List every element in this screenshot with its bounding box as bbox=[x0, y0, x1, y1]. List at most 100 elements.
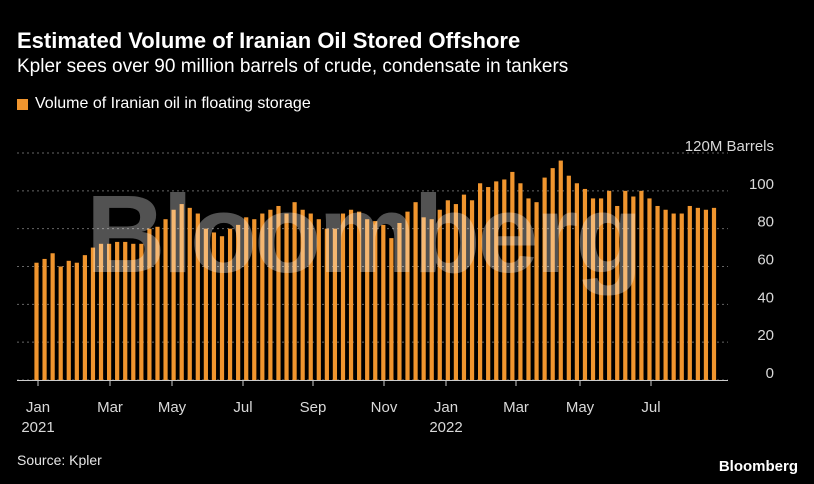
bar bbox=[58, 266, 63, 380]
bar bbox=[550, 168, 555, 380]
chart-subtitle: Kpler sees over 90 million barrels of cr… bbox=[17, 56, 569, 77]
x-tick-label: Jan 2021 bbox=[21, 399, 54, 436]
bar bbox=[421, 217, 426, 380]
bar bbox=[671, 213, 676, 380]
bar bbox=[300, 209, 305, 380]
x-tick-label: Sep bbox=[300, 399, 327, 416]
bar bbox=[187, 207, 192, 380]
bar bbox=[429, 219, 434, 380]
bar bbox=[171, 209, 176, 380]
bar bbox=[655, 205, 660, 380]
x-axis: Jan 2021 Mar May Jul Sep Nov Jan 2022 Mar May Jul bbox=[17, 380, 728, 436]
y-tick-label: 20 bbox=[757, 327, 774, 344]
bar bbox=[445, 200, 450, 380]
bar bbox=[34, 262, 39, 380]
chart-title: Estimated Volume of Iranian Oil Stored O… bbox=[17, 28, 521, 53]
bar bbox=[82, 255, 87, 380]
bar bbox=[453, 204, 458, 380]
bar bbox=[332, 228, 338, 380]
x-tick-label: Nov bbox=[371, 399, 398, 416]
bar bbox=[365, 219, 370, 380]
bar bbox=[623, 190, 628, 380]
bar bbox=[607, 190, 612, 380]
x-tick-label: Mar bbox=[503, 399, 529, 416]
y-tick-label: 120M Barrels bbox=[685, 138, 774, 155]
bar bbox=[703, 209, 709, 380]
bar bbox=[260, 213, 265, 380]
bar bbox=[236, 224, 241, 380]
bar bbox=[381, 224, 386, 380]
bar bbox=[139, 243, 144, 380]
bar bbox=[90, 247, 96, 380]
bar bbox=[308, 213, 313, 380]
bar bbox=[106, 243, 112, 380]
bar bbox=[66, 260, 71, 380]
brand-logo: Bloomberg bbox=[718, 458, 798, 475]
bar bbox=[582, 188, 588, 380]
bar bbox=[203, 228, 208, 380]
x-tick-label: Jul bbox=[641, 399, 660, 416]
bar bbox=[566, 175, 571, 380]
bar bbox=[42, 258, 47, 380]
bar bbox=[292, 202, 297, 380]
bar bbox=[115, 241, 120, 380]
bar bbox=[147, 228, 152, 380]
bar-series bbox=[34, 160, 717, 381]
bar bbox=[534, 202, 539, 380]
legend-label: Volume of Iranian oil in floating storag… bbox=[35, 95, 311, 112]
y-tick-label: 60 bbox=[757, 252, 774, 269]
bar bbox=[74, 262, 79, 380]
bar bbox=[486, 187, 491, 380]
x-tick-label: Jul bbox=[233, 399, 252, 416]
bar bbox=[526, 198, 531, 380]
bar bbox=[542, 177, 547, 380]
bar bbox=[163, 219, 168, 380]
bar bbox=[252, 219, 257, 380]
x-tick-label: May bbox=[566, 399, 595, 416]
bar bbox=[316, 219, 321, 380]
bar bbox=[711, 207, 717, 380]
bar bbox=[405, 211, 410, 380]
bar bbox=[155, 226, 160, 380]
bar bbox=[413, 202, 418, 380]
y-tick-label: 40 bbox=[757, 289, 774, 306]
bar bbox=[558, 160, 563, 380]
y-tick-label: 0 bbox=[766, 365, 774, 382]
legend: Volume of Iranian oil in floating storag… bbox=[17, 95, 311, 113]
bar bbox=[219, 236, 225, 380]
bar bbox=[195, 213, 200, 380]
bar bbox=[131, 243, 136, 380]
bar bbox=[469, 200, 475, 380]
bar bbox=[373, 221, 378, 380]
y-tick-label: 100 bbox=[749, 176, 774, 193]
bar bbox=[324, 228, 329, 380]
bar bbox=[631, 196, 636, 380]
bar bbox=[687, 205, 692, 380]
bar bbox=[478, 183, 483, 380]
bar bbox=[123, 241, 128, 380]
x-tick-label: May bbox=[158, 399, 187, 416]
y-axis-ticks: 0 20 40 60 80 100 120M Barrels bbox=[685, 138, 774, 382]
bar bbox=[647, 198, 652, 380]
x-tick-label: Jan 2022 bbox=[429, 399, 462, 436]
bar bbox=[211, 232, 217, 380]
bar bbox=[348, 209, 354, 380]
bar bbox=[615, 205, 620, 380]
bar bbox=[590, 198, 596, 380]
bar bbox=[574, 183, 579, 380]
bar bbox=[518, 183, 523, 380]
y-tick-label: 80 bbox=[757, 214, 774, 231]
bar bbox=[227, 228, 233, 380]
bar bbox=[357, 211, 362, 380]
bar bbox=[179, 204, 184, 380]
source-note: Source: Kpler bbox=[17, 452, 102, 468]
bar bbox=[639, 190, 644, 380]
bar bbox=[98, 243, 104, 380]
legend-swatch bbox=[17, 98, 28, 110]
bar bbox=[510, 171, 515, 380]
bar bbox=[268, 209, 273, 380]
bar bbox=[276, 205, 281, 380]
bar bbox=[340, 213, 346, 380]
bar bbox=[437, 209, 442, 380]
